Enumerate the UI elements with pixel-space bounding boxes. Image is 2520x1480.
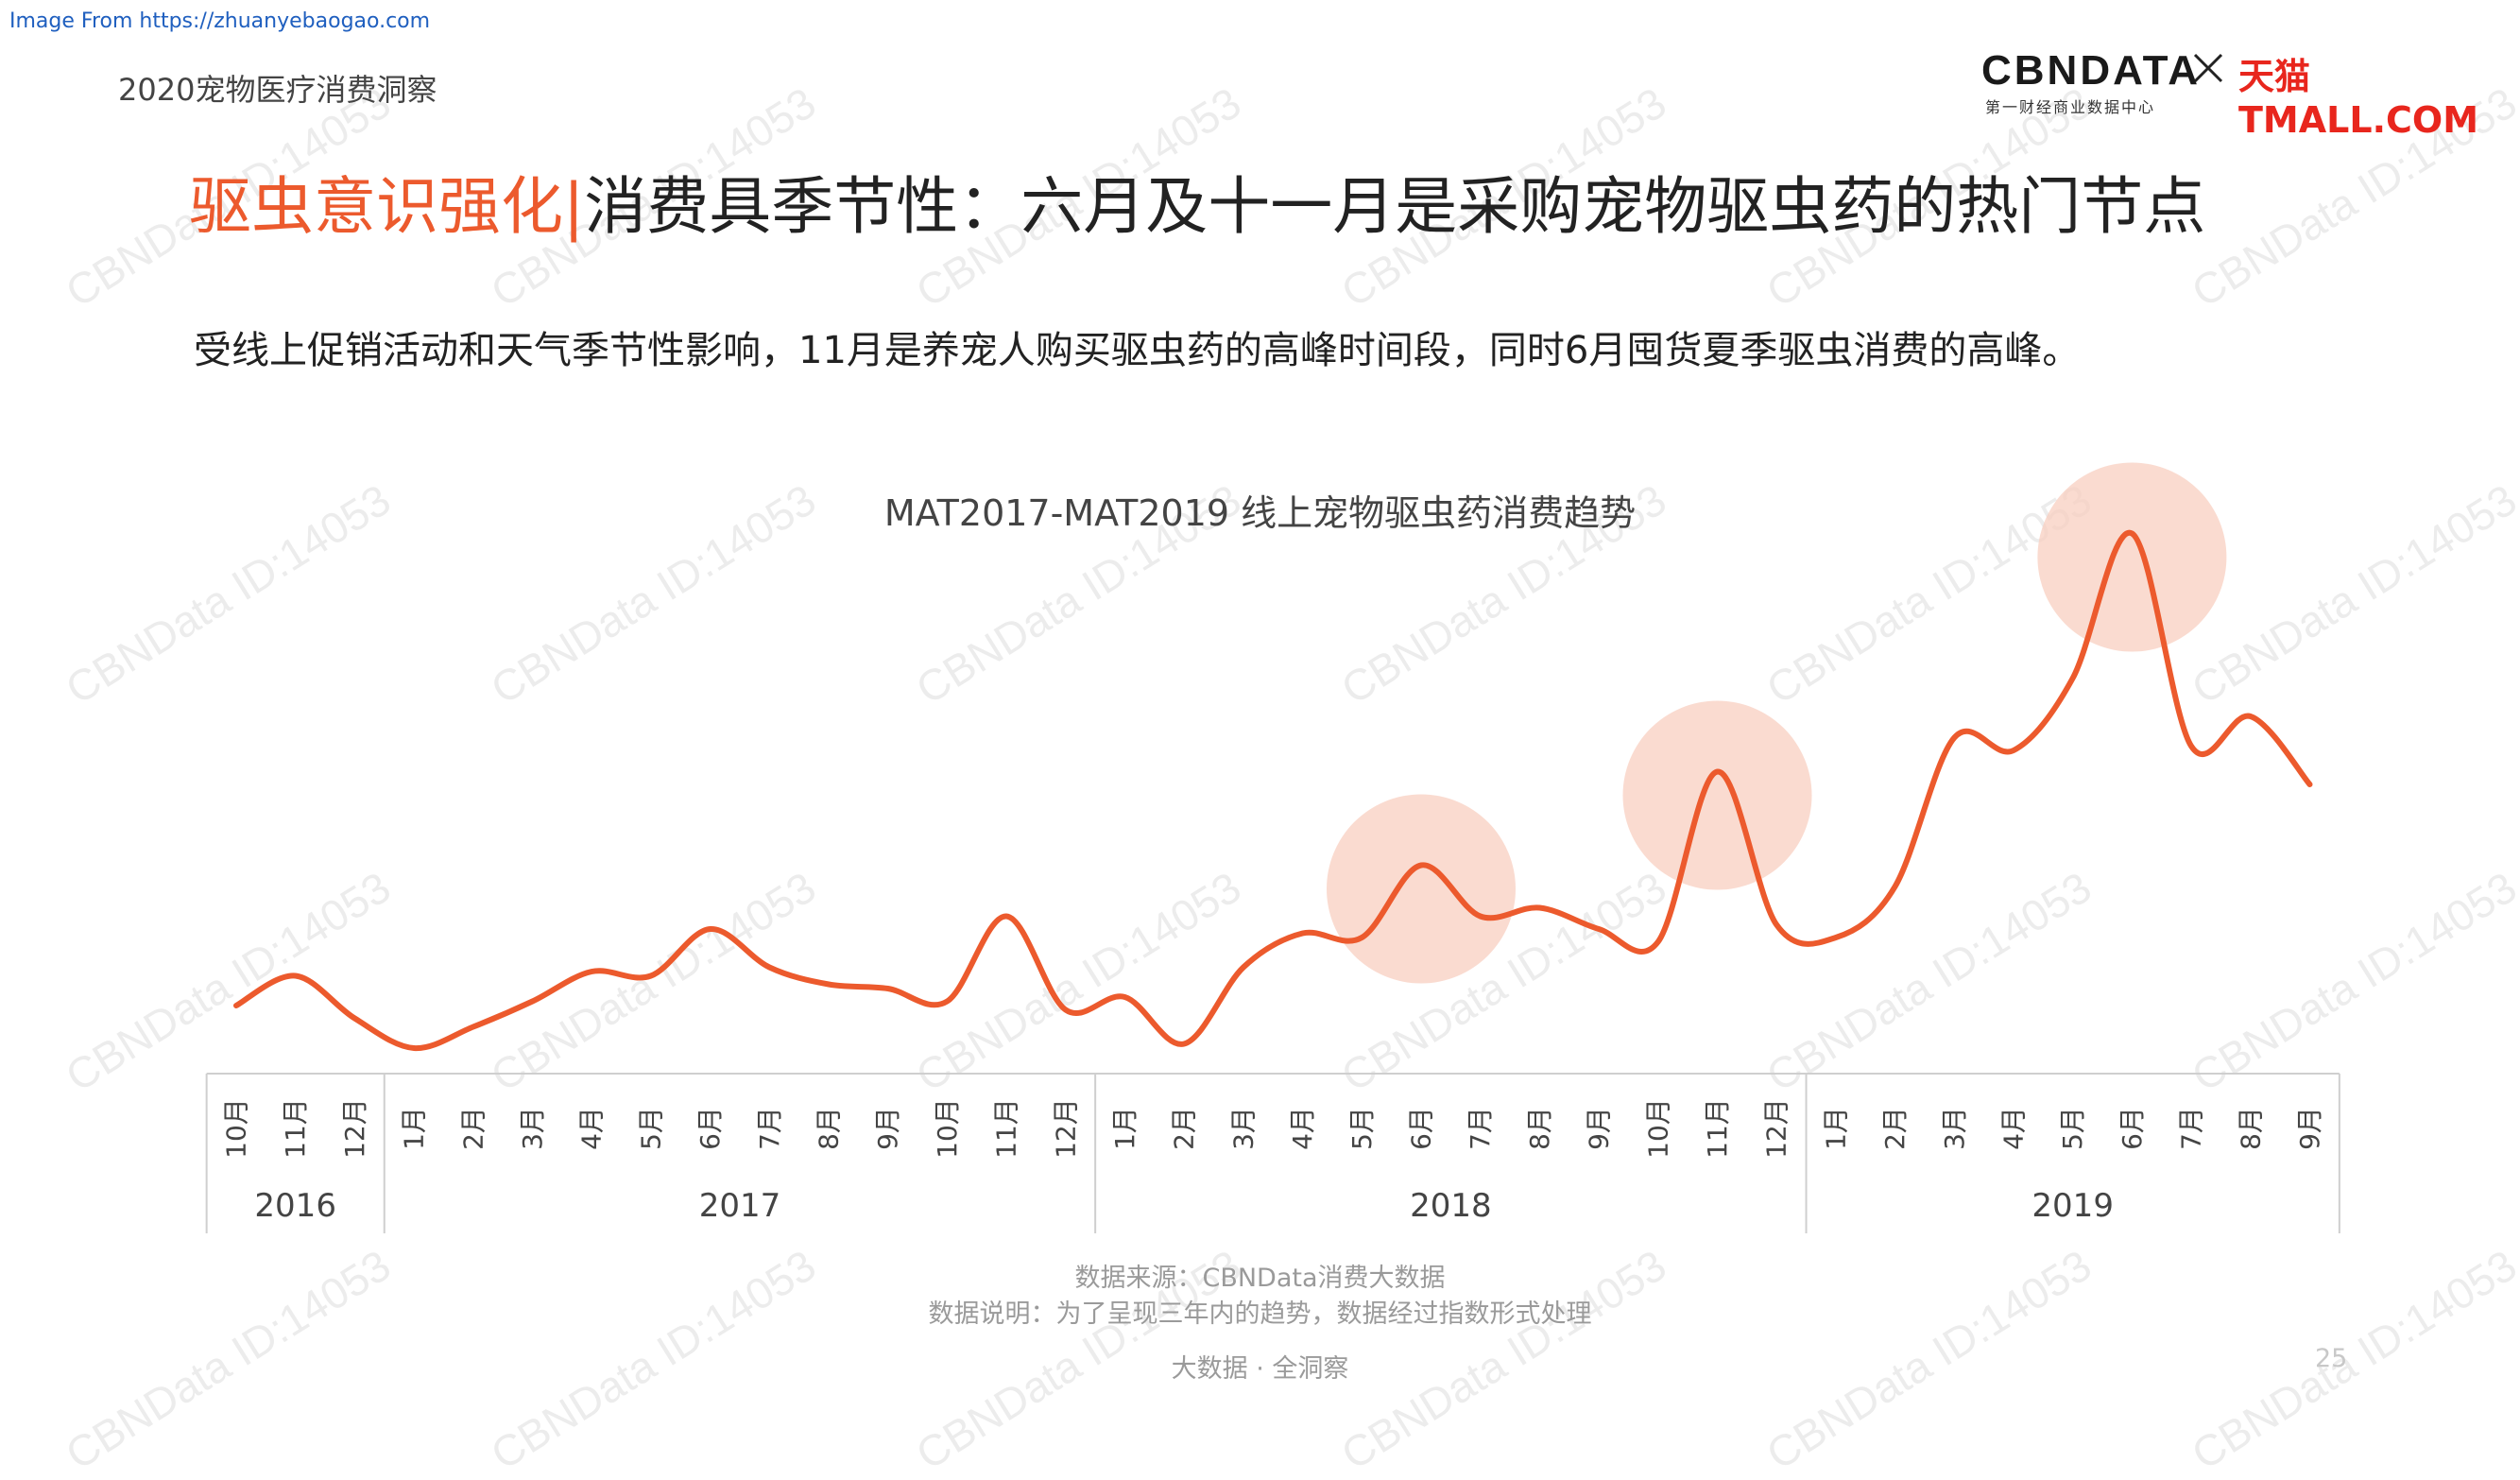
x-tick-label: 9月 (872, 1107, 903, 1150)
x-tick-label: 1月 (1820, 1107, 1851, 1150)
brand-logos: CBNDATA 第一财经商业数据中心 天猫TMALL.COM (1981, 47, 2478, 141)
x-tick-label: 4月 (576, 1107, 608, 1150)
x-tick-label: 7月 (1465, 1107, 1496, 1150)
x-tick-label: 5月 (635, 1107, 666, 1150)
footer-tagline: 大数据 · 全洞察 (1171, 1354, 1349, 1384)
x-tick-label: 7月 (2176, 1107, 2207, 1150)
x-tick-label: 9月 (1584, 1107, 1615, 1150)
data-source-note: 数据来源：CBNData消费大数据 (1074, 1264, 1446, 1293)
page-headline: 驱虫意识强化|消费具季节性：六月及十一月是采购宠物驱虫药的热门节点 (189, 156, 2205, 247)
year-label: 2016 (254, 1187, 336, 1225)
tmall-logo: 天猫TMALL.COM (2238, 56, 2479, 141)
page-number: 25 (2315, 1344, 2348, 1373)
x-tick-label: 4月 (1287, 1107, 1318, 1150)
x-tick-label: 4月 (1998, 1107, 2030, 1150)
x-tick-label: 3月 (1227, 1107, 1259, 1150)
x-tick-label: 11月 (280, 1098, 311, 1159)
x-tick-label: 5月 (2057, 1107, 2088, 1150)
peak-highlight-6月 (1327, 794, 1516, 984)
x-tick-label: 2月 (1879, 1107, 1911, 1150)
page-subtitle: 受线上促销活动和天气季节性影响，11月是养宠人购买驱虫药的高峰时间段，同时6月囤… (194, 329, 2081, 372)
highlight-circles (1327, 462, 2227, 984)
data-explanation-note: 数据说明：为了呈现三年内的趋势，数据经过指数形式处理 (928, 1299, 1592, 1329)
trend-chart: 10月 11月 12月 1月 2月 3月 4月 5月 6月 7月 8月 9月 10月 11月 12月 1月 2月… (205, 462, 2340, 1233)
year-label: 2018 (1410, 1187, 1492, 1225)
x-tick-label: 10月 (932, 1098, 963, 1159)
headline-text: 消费具季节性：六月及十一月是采购宠物驱虫药的热门节点 (584, 170, 2206, 243)
x-tick-label: 8月 (814, 1107, 845, 1150)
x-tick-label: 6月 (1406, 1107, 1437, 1150)
x-tick-label: 3月 (1939, 1107, 1970, 1150)
year-label: 2017 (699, 1187, 781, 1225)
x-tick-label: 1月 (1109, 1107, 1140, 1150)
x-tick-label: 12月 (1761, 1098, 1792, 1159)
x-tick-label: 9月 (2294, 1107, 2325, 1150)
x-tick-label: 12月 (339, 1098, 370, 1159)
x-tick-label: 11月 (991, 1098, 1022, 1159)
headline-separator: | (563, 170, 585, 243)
year-label: 2019 (2031, 1187, 2114, 1225)
x-tick-label: 1月 (399, 1107, 430, 1150)
x-tick-label: 2月 (457, 1107, 489, 1150)
x-tick-label: 12月 (1050, 1098, 1081, 1159)
x-tick-label: 2月 (1169, 1107, 1200, 1150)
report-title: 2020宠物医疗消费洞察 (118, 72, 437, 108)
peak-highlight-11月 (1622, 700, 1812, 890)
source-link[interactable]: Image From https://zhuanyebaogao.com (9, 9, 431, 33)
cbndata-logo: CBNDATA (1981, 47, 2201, 94)
peak-highlight-6月 (2037, 462, 2227, 652)
x-tick-label: 8月 (1524, 1107, 1555, 1150)
x-tick-label: 8月 (2235, 1107, 2266, 1150)
cbndata-logo-subtitle: 第一财经商业数据中心 (1985, 98, 2156, 116)
headline-accent: 驱虫意识强化 (189, 170, 563, 243)
x-axis: 10月 11月 12月 1月 2月 3月 4月 5月 6月 7月 8月 9月 10月 11月 12月 1月 2月… (205, 1073, 2340, 1233)
x-tick-label: 6月 (694, 1107, 726, 1150)
x-tick-label: 11月 (1702, 1098, 1733, 1159)
x-tick-label: 6月 (2117, 1107, 2148, 1150)
trend-line (233, 529, 2313, 1052)
x-tick-label: 10月 (1642, 1098, 1673, 1159)
cross-icon (2193, 53, 2223, 83)
x-tick-label: 7月 (754, 1107, 785, 1150)
x-tick-label: 5月 (1346, 1107, 1378, 1150)
x-tick-label: 3月 (517, 1107, 548, 1150)
x-tick-label: 10月 (221, 1098, 252, 1159)
chart-title: MAT2017-MAT2019 线上宠物驱虫药消费趋势 (883, 492, 1637, 534)
